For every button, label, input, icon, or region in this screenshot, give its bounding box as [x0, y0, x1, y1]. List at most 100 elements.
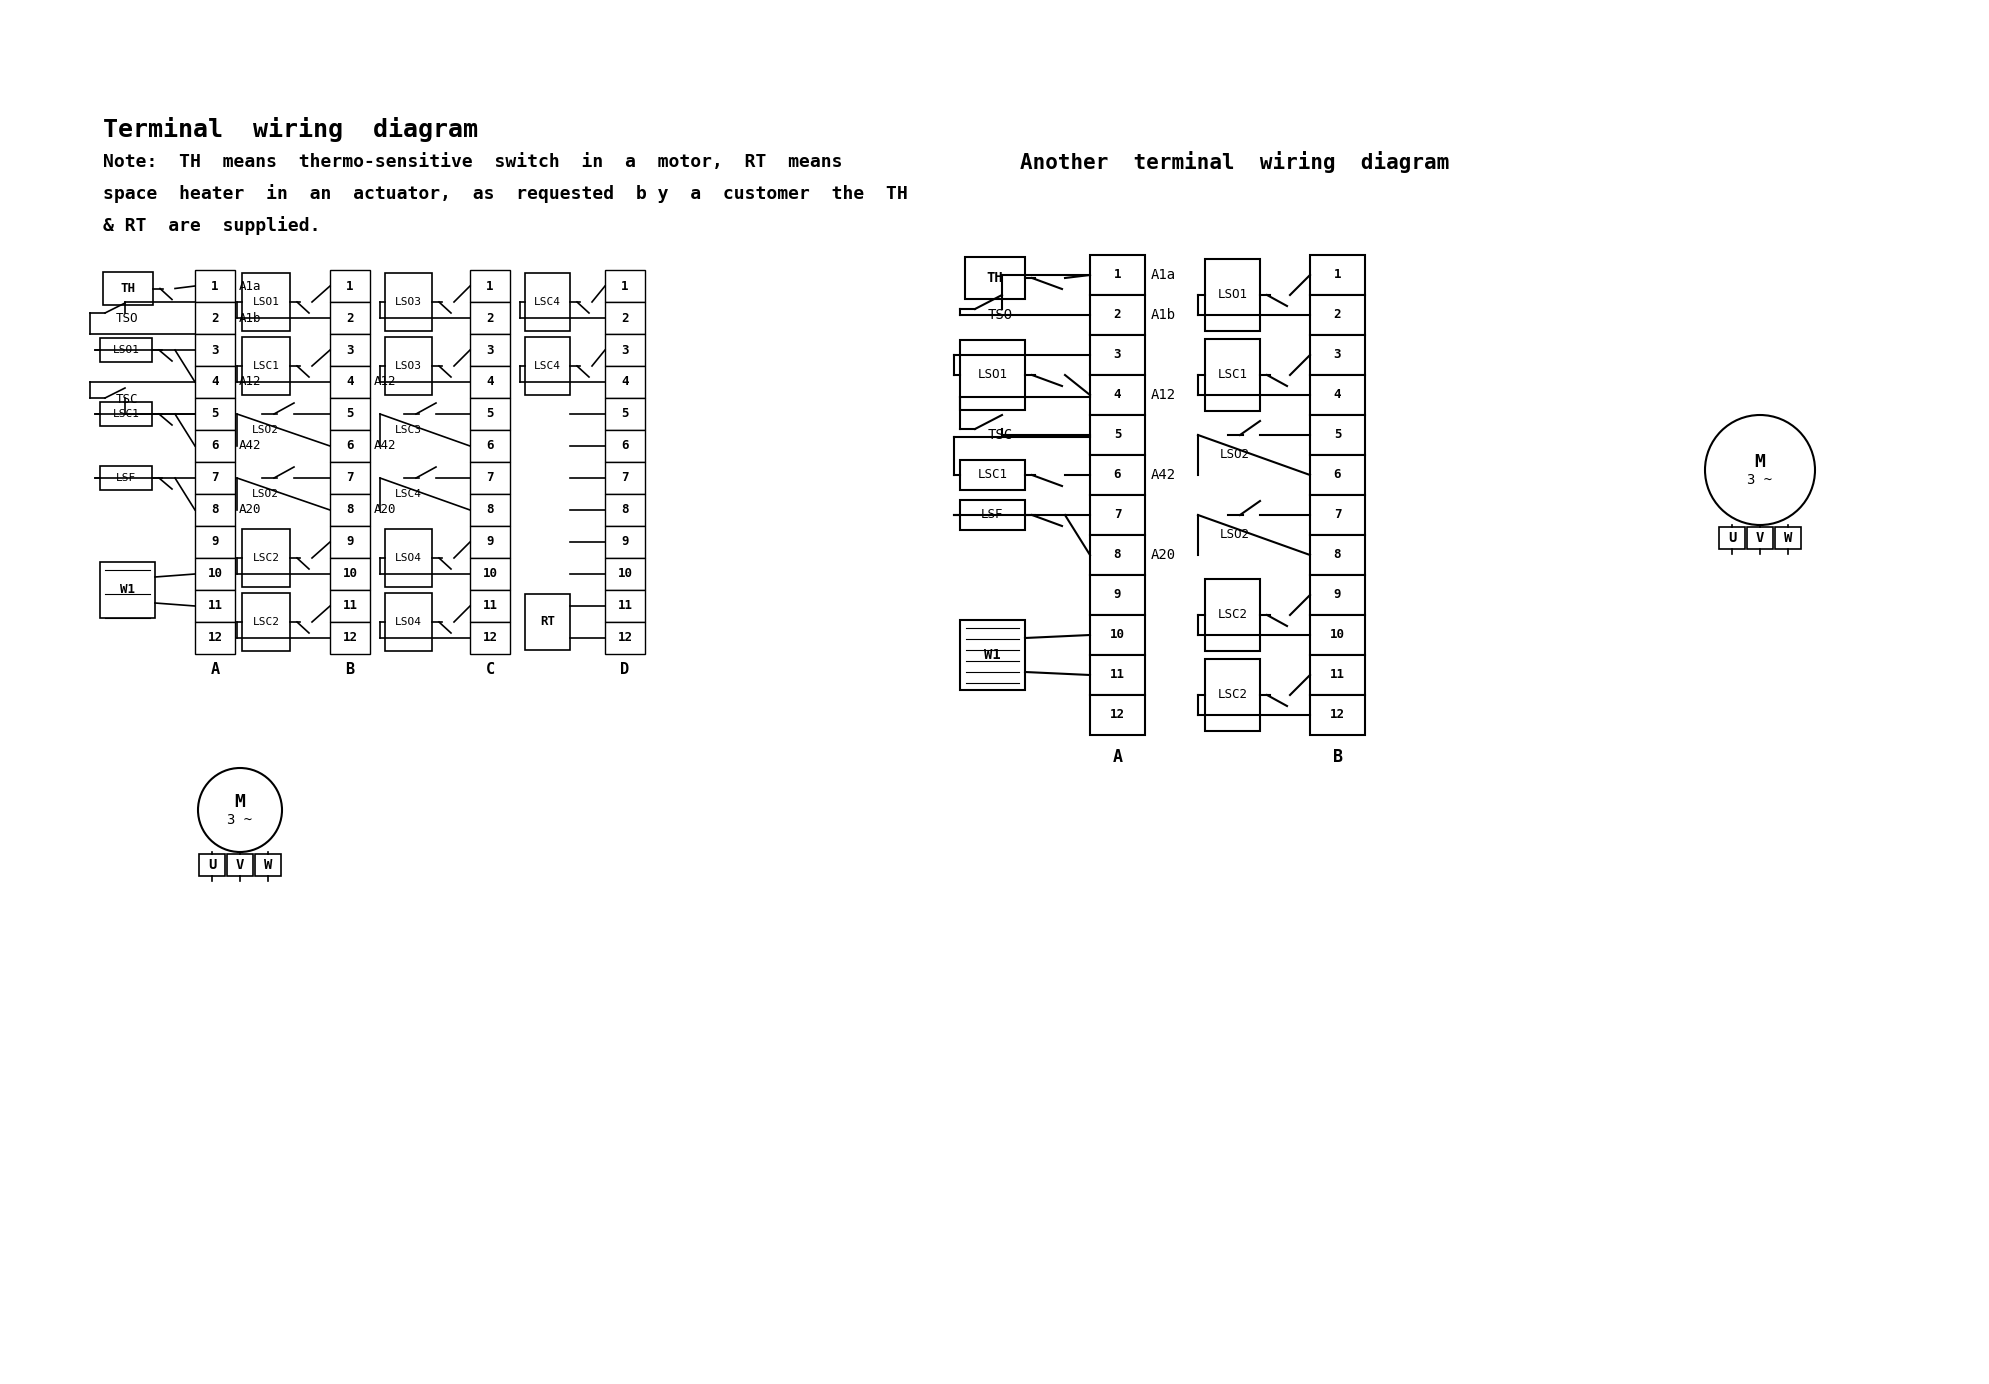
Bar [965, 257, 1024, 299]
Bar [99, 401, 151, 426]
Bar [1309, 614, 1364, 655]
Bar [1205, 339, 1259, 411]
Bar [469, 558, 509, 590]
Text: 10: 10 [1329, 628, 1345, 642]
Bar [469, 302, 509, 334]
Bar [330, 590, 370, 621]
Text: LSO1: LSO1 [1217, 288, 1247, 302]
Bar [243, 529, 290, 587]
Text: 3: 3 [1114, 349, 1120, 361]
Text: LSO2: LSO2 [251, 489, 278, 500]
Text: 2: 2 [211, 311, 219, 324]
Bar [1090, 455, 1144, 495]
Bar [1090, 574, 1144, 614]
Text: 5: 5 [1333, 429, 1341, 441]
Bar [469, 334, 509, 365]
Text: A1b: A1b [1150, 309, 1175, 322]
Text: 2: 2 [621, 311, 629, 324]
Bar [1309, 574, 1364, 614]
Text: RT: RT [539, 616, 555, 628]
Text: LSC2: LSC2 [253, 617, 278, 627]
Bar [1309, 695, 1364, 735]
Text: 10: 10 [342, 567, 358, 580]
Text: U: U [207, 858, 217, 872]
Bar [525, 273, 569, 331]
Text: LSC4: LSC4 [394, 489, 422, 500]
Bar [384, 336, 432, 394]
Bar [469, 270, 509, 302]
Text: 6: 6 [621, 440, 629, 453]
Text: LSO1: LSO1 [253, 298, 278, 307]
Text: LSC2: LSC2 [1217, 688, 1247, 702]
Text: 7: 7 [485, 472, 493, 484]
Text: 11: 11 [342, 599, 358, 613]
Text: A20: A20 [1150, 548, 1175, 562]
Text: 10: 10 [617, 567, 633, 580]
Text: 7: 7 [211, 472, 219, 484]
Bar [1090, 695, 1144, 735]
Text: 8: 8 [1333, 548, 1341, 562]
Text: 10: 10 [1110, 628, 1124, 642]
Bar [384, 592, 432, 650]
Text: LSF: LSF [115, 473, 135, 483]
Text: 1: 1 [485, 280, 493, 292]
Bar [330, 365, 370, 399]
Text: 4: 4 [346, 375, 354, 389]
Text: 7: 7 [1333, 508, 1341, 522]
Bar [243, 336, 290, 394]
Text: 8: 8 [621, 504, 629, 516]
Bar [469, 526, 509, 558]
Bar [1309, 655, 1364, 695]
Bar [1205, 659, 1259, 731]
Bar [1090, 375, 1144, 415]
Text: A12: A12 [239, 375, 261, 389]
Text: 7: 7 [346, 472, 354, 484]
Text: 4: 4 [1333, 389, 1341, 401]
Bar [1309, 455, 1364, 495]
Text: 2: 2 [1333, 309, 1341, 321]
Bar [1090, 536, 1144, 574]
Text: 8: 8 [485, 504, 493, 516]
Text: 9: 9 [485, 536, 493, 548]
Text: 10: 10 [207, 567, 223, 580]
Bar [959, 459, 1024, 490]
Text: 1: 1 [346, 280, 354, 292]
Text: A: A [211, 663, 219, 678]
Bar [605, 494, 644, 526]
Bar [525, 336, 569, 394]
Bar [330, 558, 370, 590]
Bar [605, 621, 644, 655]
Text: W: W [265, 858, 272, 872]
Text: 3: 3 [485, 343, 493, 357]
Bar [1309, 255, 1364, 295]
Text: M: M [1754, 453, 1764, 471]
Bar [330, 334, 370, 365]
Text: 9: 9 [621, 536, 629, 548]
Text: 7: 7 [1114, 508, 1120, 522]
Text: 5: 5 [1114, 429, 1120, 441]
Bar [103, 273, 153, 304]
Text: 10: 10 [481, 567, 497, 580]
Bar [330, 270, 370, 302]
Text: 4: 4 [1114, 389, 1120, 401]
Text: A1a: A1a [1150, 268, 1175, 282]
Text: TH: TH [987, 271, 1002, 285]
Bar [469, 430, 509, 462]
Bar [195, 430, 235, 462]
Text: 3: 3 [211, 343, 219, 357]
Text: LSC4: LSC4 [533, 298, 561, 307]
Bar [959, 500, 1024, 530]
Bar [1309, 536, 1364, 574]
Bar [1746, 527, 1772, 549]
Text: 12: 12 [1110, 709, 1124, 721]
Text: 4: 4 [211, 375, 219, 389]
Text: 6: 6 [1114, 469, 1120, 482]
Text: 8: 8 [1114, 548, 1120, 562]
Bar [99, 466, 151, 490]
Text: A42: A42 [374, 440, 396, 453]
Text: LSC1: LSC1 [977, 469, 1006, 482]
Text: & RT  are  supplied.: & RT are supplied. [103, 216, 320, 235]
Text: 8: 8 [211, 504, 219, 516]
Text: A12: A12 [1150, 388, 1175, 401]
Text: 1: 1 [1333, 268, 1341, 281]
